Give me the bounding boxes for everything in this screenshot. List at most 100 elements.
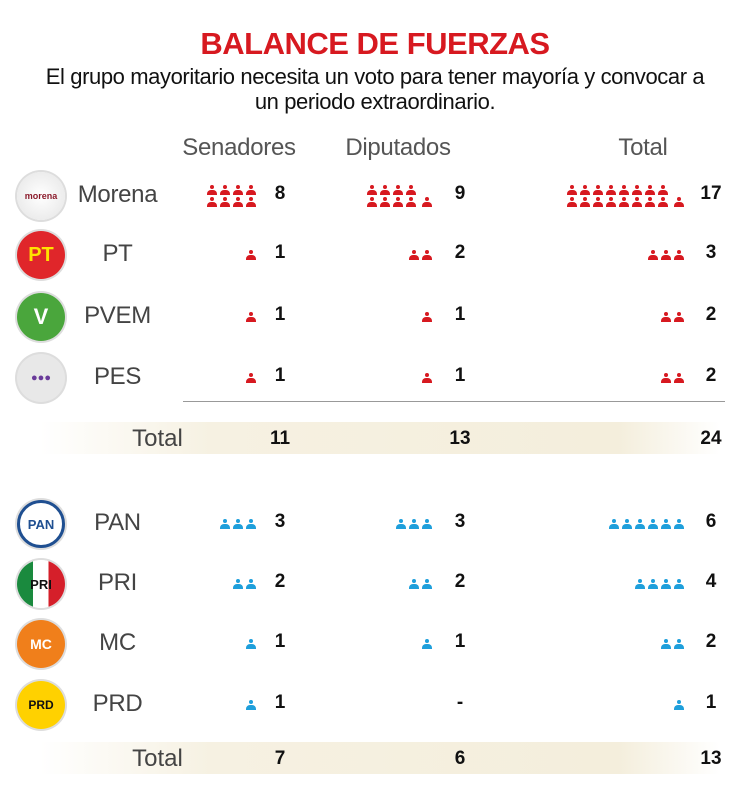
person-icon [367, 197, 377, 207]
pictogram-row [246, 700, 256, 710]
party-name: PRI [97, 569, 138, 596]
person-icon [661, 312, 671, 322]
pictogram [422, 350, 432, 406]
subtitle: El grupo mayoritario necesita un voto pa… [45, 64, 705, 114]
seat-count-diputados: 3 [454, 511, 466, 532]
pictogram [233, 556, 256, 612]
pictogram [220, 496, 256, 552]
total-senadores: 11 [269, 428, 291, 449]
person-icon [380, 197, 390, 207]
pictogram [207, 168, 256, 224]
seat-count-senadores: 2 [274, 571, 286, 592]
person-icon [648, 579, 658, 589]
seat-count-senadores: 1 [274, 365, 286, 386]
pictogram-row [567, 197, 684, 207]
pictogram-row [422, 639, 432, 649]
pvem-logo: V [17, 293, 65, 341]
seat-count-senadores: 1 [274, 631, 286, 652]
party-row: MC MC 1 1 2 [0, 616, 750, 672]
person-icon [246, 519, 256, 529]
person-icon [580, 197, 590, 207]
party-name: MC [99, 629, 136, 656]
person-icon [409, 250, 419, 260]
pictogram [246, 227, 256, 283]
total-senadores: 7 [274, 748, 286, 769]
person-icon [246, 250, 256, 260]
person-icon [593, 197, 603, 207]
seat-count-diputados: 9 [454, 183, 466, 204]
person-icon [606, 197, 616, 207]
seat-count-total: 3 [705, 242, 717, 263]
pictogram-row [661, 373, 684, 383]
pictogram [246, 289, 256, 345]
party-name: Morena [77, 181, 158, 208]
total-row: Total 11 13 24 [40, 422, 722, 454]
pictogram [648, 227, 684, 283]
person-icon [246, 579, 256, 589]
pictogram-row [635, 579, 684, 589]
person-icon [567, 197, 577, 207]
pictogram [609, 496, 684, 552]
person-icon [645, 197, 655, 207]
person-icon [661, 519, 671, 529]
pictogram-row [207, 185, 256, 195]
seat-count-diputados: 1 [454, 304, 466, 325]
person-icon [246, 373, 256, 383]
pes-logo: ●●● [17, 354, 65, 402]
party-row: PAN PAN 3 3 6 [0, 496, 750, 552]
prd-logo: PRD [17, 681, 65, 729]
pictogram-row [246, 250, 256, 260]
person-icon [422, 519, 432, 529]
pictogram-row [409, 250, 432, 260]
person-icon [367, 185, 377, 195]
pictogram-row [422, 312, 432, 322]
person-icon [661, 639, 671, 649]
pictogram-row [609, 519, 684, 529]
person-icon [233, 185, 243, 195]
seat-count-senadores: 1 [274, 242, 286, 263]
pri-logo: PRI [17, 560, 65, 608]
party-name: PES [93, 363, 142, 390]
pictogram [635, 556, 684, 612]
person-icon [580, 185, 590, 195]
person-icon [632, 185, 642, 195]
divider [183, 401, 725, 402]
pictogram [246, 616, 256, 672]
person-icon [648, 250, 658, 260]
total-label: Total [132, 425, 183, 452]
person-icon [632, 197, 642, 207]
person-icon [409, 519, 419, 529]
person-icon [406, 197, 416, 207]
pictogram-row [567, 185, 684, 195]
pictogram [674, 677, 684, 733]
pictogram [661, 350, 684, 406]
person-icon [609, 519, 619, 529]
pt-logo: PT [17, 231, 65, 279]
pictogram-row [367, 185, 432, 195]
total-label: Total [132, 745, 183, 772]
person-icon [622, 519, 632, 529]
seat-count-diputados: - [456, 692, 464, 713]
pictogram-row [661, 639, 684, 649]
person-icon [658, 185, 668, 195]
person-icon [645, 185, 655, 195]
person-icon [220, 185, 230, 195]
seat-count-senadores: 8 [274, 183, 286, 204]
title: BALANCE DE FUERZAS [200, 26, 550, 61]
pictogram-row [233, 579, 256, 589]
person-icon [246, 197, 256, 207]
seat-count-total: 4 [705, 571, 717, 592]
party-name: PAN [94, 509, 141, 536]
pictogram-row [246, 373, 256, 383]
party-row: V PVEM 1 1 2 [0, 289, 750, 345]
person-icon [207, 197, 217, 207]
seat-count-senadores: 3 [274, 511, 286, 532]
pictogram-row [422, 373, 432, 383]
pictogram [422, 616, 432, 672]
person-icon [246, 312, 256, 322]
pictogram-row [409, 579, 432, 589]
seat-count-diputados: 2 [454, 242, 466, 263]
party-row: ●●● PES 1 1 2 [0, 350, 750, 406]
person-icon [674, 639, 684, 649]
